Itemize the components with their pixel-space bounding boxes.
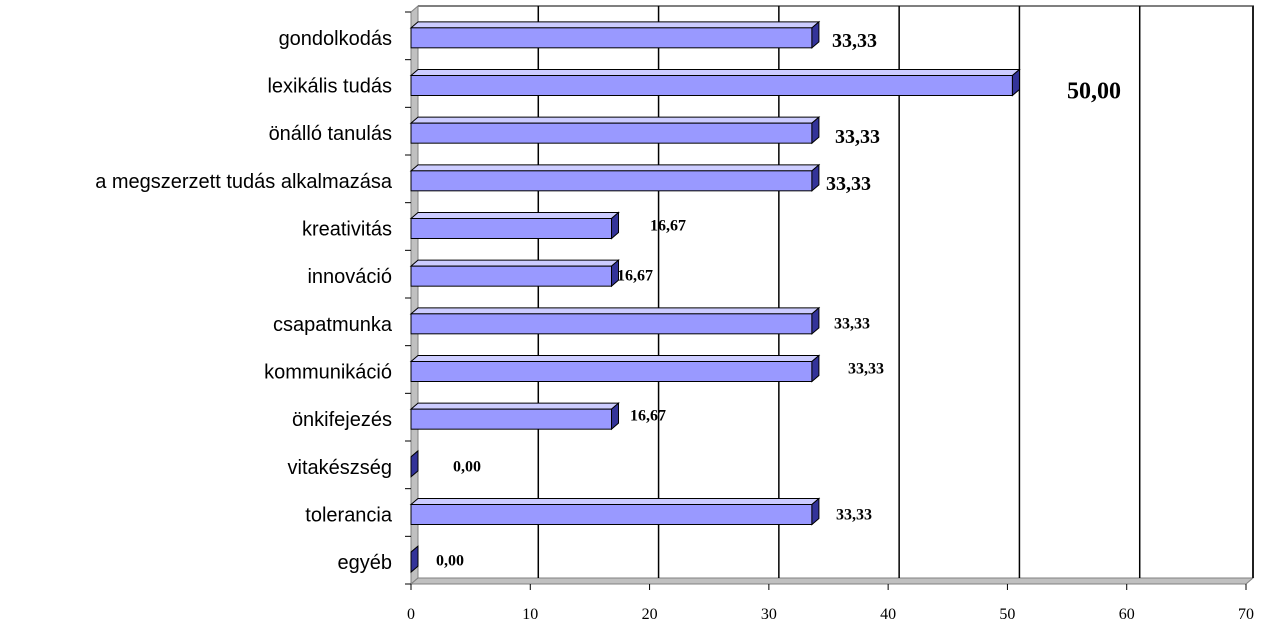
data-label: 33,33 xyxy=(826,173,871,195)
x-tick-label: 60 xyxy=(1119,606,1135,623)
bar-10 xyxy=(410,449,419,478)
bar-end-face xyxy=(611,402,620,431)
bar-top-face xyxy=(409,355,821,362)
bar-front-face xyxy=(410,122,813,144)
category-labels: gondolkodás lexikális tudás önálló tanulás… xyxy=(95,28,393,574)
data-label: 33,33 xyxy=(835,126,880,148)
bar-end-face xyxy=(811,354,820,383)
bar-12 xyxy=(410,545,419,574)
bar-7 xyxy=(409,306,821,335)
data-label: 33,33 xyxy=(834,316,870,333)
bar-8 xyxy=(409,354,821,383)
data-label: 50,00 xyxy=(1067,78,1121,104)
category-label: a megszerzett tudás alkalmazása xyxy=(95,171,393,193)
gridlines xyxy=(537,6,1254,578)
x-tick-label: 70 xyxy=(1238,606,1254,623)
bar-end-face xyxy=(811,116,820,145)
bar-top-face xyxy=(409,259,620,267)
bar-top-face xyxy=(409,212,620,219)
category-label: önkifejezés xyxy=(292,409,392,431)
bar-3 xyxy=(409,116,821,145)
bar-top-face xyxy=(409,307,821,315)
bar-front-face xyxy=(410,408,613,430)
category-label: vitakészség xyxy=(288,457,393,479)
x-tick-label: 30 xyxy=(761,606,777,623)
bar-top-face xyxy=(409,21,821,29)
bar-top-face xyxy=(409,164,821,172)
category-label: tolerancia xyxy=(305,505,393,527)
x-tick-label: 0 xyxy=(407,606,415,623)
bar-11 xyxy=(409,497,821,526)
bar-end-face xyxy=(811,497,820,526)
bar-end-face xyxy=(611,211,620,240)
bar-front-face xyxy=(410,361,813,382)
category-label: kommunikáció xyxy=(264,362,392,384)
data-label: 0,00 xyxy=(453,459,481,476)
category-label: innováció xyxy=(307,266,392,288)
data-label: 0,00 xyxy=(436,553,464,570)
bar-top-face xyxy=(409,116,821,124)
bar-top-face xyxy=(409,69,1021,76)
bars xyxy=(409,20,1021,574)
bar-9 xyxy=(409,402,620,431)
x-tick-label: 40 xyxy=(880,606,896,623)
bar-1 xyxy=(409,20,821,49)
category-label: csapatmunka xyxy=(273,314,393,336)
category-label: kreativitás xyxy=(302,219,392,241)
category-label: gondolkodás xyxy=(279,28,392,50)
bar-front-face xyxy=(410,75,1013,96)
bar-end-face xyxy=(811,163,820,192)
bar-top-face xyxy=(409,498,821,505)
floor xyxy=(409,577,1255,585)
bar-end-face xyxy=(611,259,620,288)
data-labels: 33,33 50,00 33,33 33,33 16,67 16,67 33,33 33,33… xyxy=(436,30,1121,570)
bar-front-face xyxy=(410,504,813,525)
category-label: egyéb xyxy=(338,552,393,574)
bar-top-face xyxy=(409,402,620,410)
bar-front-face xyxy=(410,313,813,335)
bar-front-face xyxy=(410,218,613,239)
bar-4 xyxy=(409,163,821,192)
bar-end-face xyxy=(410,545,419,574)
data-label: 16,67 xyxy=(650,218,686,235)
category-label: lexikális tudás xyxy=(267,76,392,98)
bar-2 xyxy=(409,68,1021,97)
bar-end-face xyxy=(410,449,419,478)
data-label: 33,33 xyxy=(832,30,877,52)
x-tick-label: 20 xyxy=(642,606,658,623)
data-label: 33,33 xyxy=(836,507,872,524)
x-axis-ticks: 0 10 20 30 40 50 60 70 xyxy=(407,584,1254,623)
bar-6 xyxy=(409,259,620,288)
bar-front-face xyxy=(410,170,813,192)
x-tick-label: 50 xyxy=(999,606,1015,623)
bar-end-face xyxy=(811,20,820,49)
bar-end-face xyxy=(811,306,820,335)
bar-end-face xyxy=(1011,68,1020,97)
data-label: 16,67 xyxy=(617,268,653,285)
x-tick-label: 10 xyxy=(522,606,538,623)
bar-front-face xyxy=(410,27,813,49)
data-label: 33,33 xyxy=(848,361,884,378)
category-label: önálló tanulás xyxy=(269,123,392,145)
data-label: 16,67 xyxy=(630,408,666,425)
bar-5 xyxy=(409,211,620,240)
bar-front-face xyxy=(410,265,613,287)
